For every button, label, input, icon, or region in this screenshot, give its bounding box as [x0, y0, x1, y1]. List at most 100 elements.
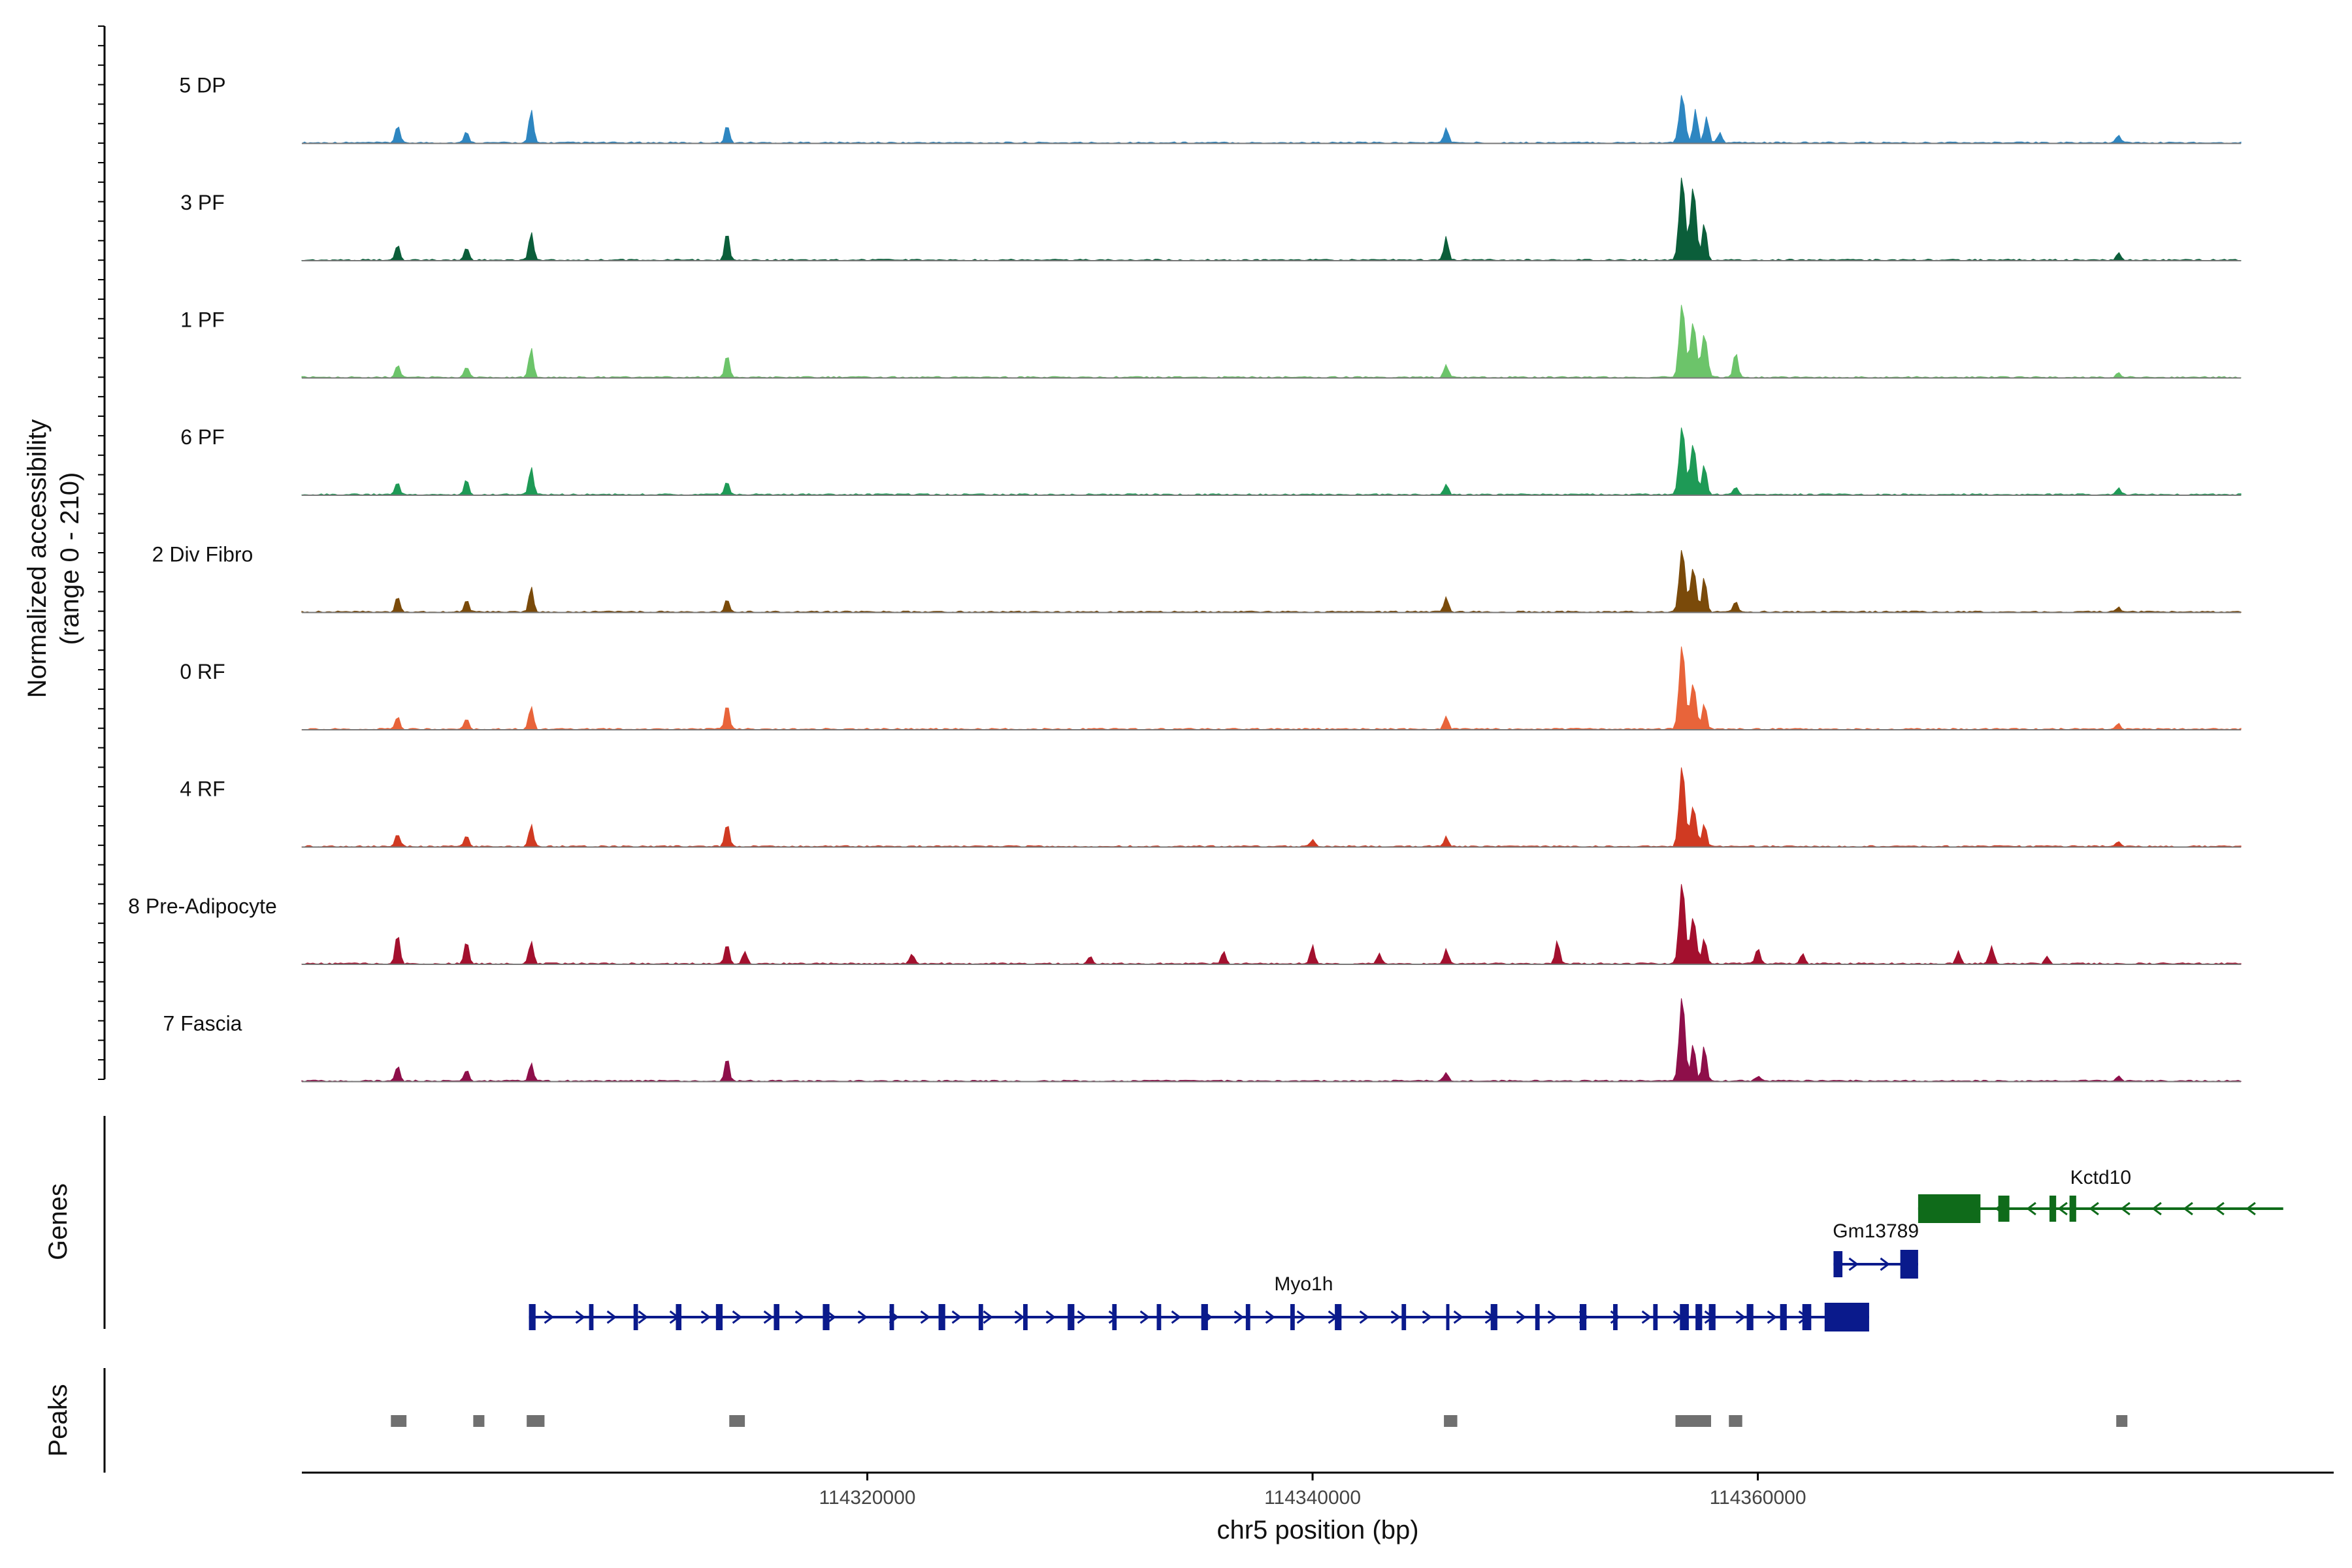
track-label: 8 Pre-Adipocyte	[128, 894, 277, 918]
track-label: 0 RF	[180, 660, 225, 683]
strand-arrow	[1233, 1310, 1245, 1324]
exon	[1535, 1304, 1540, 1330]
strand-arrow	[2214, 1201, 2225, 1216]
track-0-rf: 0 RF	[180, 646, 2242, 730]
peak-region	[1675, 1415, 1711, 1427]
track-signal	[301, 767, 2242, 848]
track-6-pf: 6 PF	[180, 425, 2242, 496]
gene-label: Kctd10	[2070, 1167, 2131, 1188]
strand-arrow	[1359, 1310, 1370, 1324]
exon	[2049, 1196, 2057, 1222]
exon	[1802, 1304, 1812, 1330]
exon	[1918, 1194, 1981, 1223]
strand-arrow	[794, 1310, 806, 1324]
genes-panel-title: Genes	[44, 1183, 73, 1260]
strand-arrow	[1077, 1310, 1088, 1324]
track-label: 6 PF	[180, 425, 225, 449]
track-label: 1 PF	[180, 308, 225, 332]
exon	[1290, 1304, 1295, 1330]
strand-arrow	[857, 1310, 868, 1324]
strand-arrow	[1171, 1310, 1182, 1324]
exon	[1335, 1304, 1342, 1330]
exon	[1680, 1304, 1689, 1330]
strand-arrow	[1045, 1310, 1056, 1324]
track-signal	[301, 304, 2242, 379]
gene-label: Myo1h	[1274, 1273, 1333, 1295]
exon	[1023, 1304, 1028, 1330]
exon	[1613, 1304, 1618, 1330]
strand-arrow	[638, 1310, 649, 1324]
y-axis	[98, 25, 106, 1080]
track-signal	[301, 646, 2242, 730]
strand-arrow	[606, 1310, 617, 1324]
peak-region	[527, 1415, 545, 1427]
strand-arrow	[2183, 1201, 2193, 1216]
track-label: 5 DP	[179, 74, 225, 97]
track-signal	[301, 884, 2242, 965]
track-label: 2 Div Fibro	[152, 543, 253, 566]
track-signal	[301, 549, 2242, 613]
y-axis-title-line2: (range 0 - 210)	[56, 472, 84, 645]
strand-arrow	[1422, 1310, 1433, 1324]
strand-arrow	[1453, 1310, 1464, 1324]
exon	[715, 1304, 723, 1330]
exon	[1201, 1304, 1208, 1330]
track-signal	[301, 998, 2242, 1083]
track-1-pf: 1 PF	[180, 304, 2242, 379]
gene-myo1h: Myo1h	[529, 1273, 1869, 1331]
exon	[1824, 1303, 1869, 1331]
strand-arrow	[1735, 1310, 1746, 1324]
track-5-dp: 5 DP	[179, 74, 2242, 144]
exon	[529, 1304, 536, 1330]
exon	[1653, 1304, 1658, 1330]
strand-arrow	[700, 1310, 711, 1324]
exon	[1490, 1304, 1497, 1330]
exon	[1833, 1251, 1843, 1277]
gene-annotations: Myo1h Gm13789 Kctd10	[529, 1167, 2283, 1331]
exon	[1401, 1304, 1407, 1330]
exon	[589, 1304, 594, 1330]
exon	[633, 1304, 638, 1330]
exon	[1746, 1304, 1754, 1330]
strand-arrow	[544, 1310, 555, 1324]
track-signal	[301, 95, 2242, 144]
strand-arrow	[2151, 1201, 2162, 1216]
strand-arrow	[2120, 1201, 2131, 1216]
x-tick-label: 114340000	[1264, 1487, 1361, 1509]
gene-gm13789: Gm13789	[1833, 1220, 1919, 1279]
strand-arrow	[1848, 1257, 1859, 1271]
strand-arrow	[1516, 1310, 1527, 1324]
strand-arrow	[1390, 1310, 1401, 1324]
track-signal	[301, 177, 2242, 261]
exon	[676, 1304, 681, 1330]
strand-arrow	[1641, 1310, 1652, 1324]
strand-arrow	[2089, 1201, 2099, 1216]
peak-region	[729, 1415, 745, 1427]
exon	[1068, 1304, 1075, 1330]
strand-arrow	[732, 1310, 743, 1324]
strand-arrow	[1014, 1310, 1025, 1324]
peak-region	[473, 1415, 485, 1427]
track-4-rf: 4 RF	[180, 767, 2242, 848]
strand-arrow	[763, 1310, 774, 1324]
strand-arrow	[1767, 1310, 1778, 1324]
track-label: 4 RF	[180, 777, 225, 801]
accessibility-tracks: 5 DP 3 PF 1 PF 6 PF 2 Div Fibro 0 RF 4 RF 8 Pre…	[128, 74, 2242, 1083]
gene-label: Gm13789	[1833, 1220, 1919, 1242]
exon	[1156, 1304, 1162, 1330]
strand-arrow	[2246, 1201, 2256, 1216]
exon	[1900, 1250, 1918, 1279]
exon	[889, 1304, 894, 1330]
track-label: 7 Fascia	[163, 1012, 242, 1036]
exon	[823, 1304, 830, 1330]
strand-arrow	[1296, 1310, 1307, 1324]
strand-arrow	[1265, 1310, 1276, 1324]
track-signal	[301, 427, 2242, 496]
exon	[978, 1304, 983, 1330]
peak-regions	[391, 1415, 2128, 1427]
track-label: 3 PF	[180, 191, 225, 214]
exon	[1446, 1304, 1450, 1330]
track-8-pre-adipocyte: 8 Pre-Adipocyte	[128, 884, 2242, 965]
strand-arrow	[2026, 1201, 2036, 1216]
